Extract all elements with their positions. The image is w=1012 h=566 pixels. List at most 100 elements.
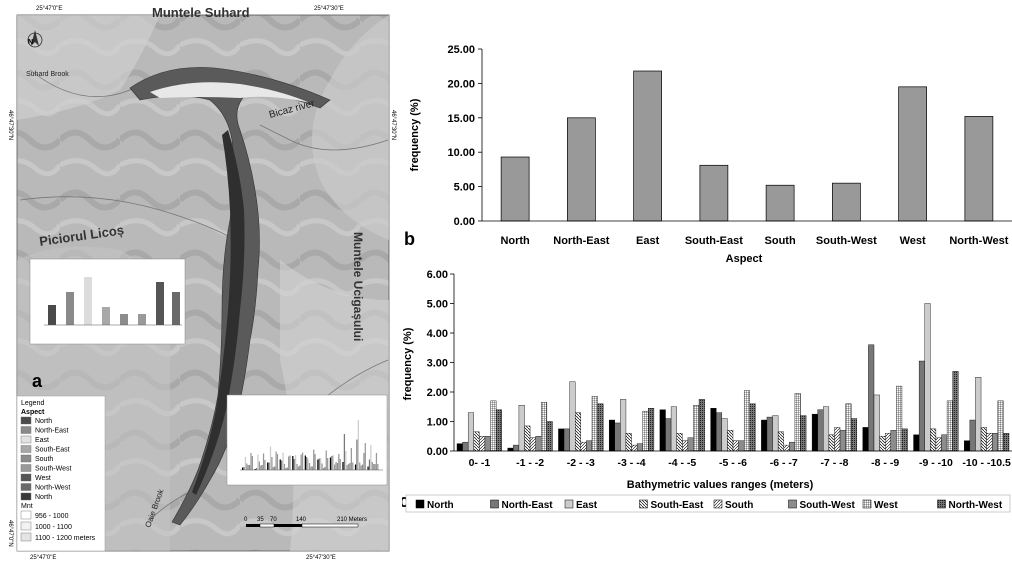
y-tick-label: 0.00 bbox=[427, 446, 448, 458]
bar bbox=[631, 444, 638, 452]
bar bbox=[898, 86, 927, 222]
legend-item-label: South-East bbox=[35, 447, 70, 454]
legend-swatch bbox=[20, 435, 32, 444]
legend-item-label: North-East bbox=[35, 428, 69, 435]
stream-line bbox=[19, 196, 236, 241]
bar bbox=[980, 427, 987, 452]
bar bbox=[823, 406, 830, 452]
legend-entry-label: North-West bbox=[949, 500, 1003, 511]
bar bbox=[964, 116, 994, 222]
bar bbox=[518, 405, 525, 452]
inset-bar bbox=[246, 463, 248, 470]
legend-swatch bbox=[20, 454, 32, 463]
y-tick-label: 5.00 bbox=[454, 182, 475, 194]
bar bbox=[569, 381, 576, 452]
x-tick-label: -9 - -10 bbox=[919, 457, 953, 469]
bar bbox=[924, 303, 931, 452]
bar bbox=[834, 427, 841, 452]
legend-item-label: 1000 - 1100 bbox=[35, 524, 72, 531]
bar bbox=[952, 371, 959, 452]
legend-entry-label: East bbox=[576, 500, 598, 511]
bar bbox=[597, 403, 604, 452]
inset-bar bbox=[257, 454, 259, 470]
bar bbox=[591, 396, 598, 452]
map-svg: 25°47'0"E 25°47'30"E Muntele Suhard Suha… bbox=[7, 5, 396, 561]
inset-bar bbox=[279, 459, 281, 470]
inset-bar bbox=[254, 469, 256, 470]
legend-aspect-title: Aspect bbox=[21, 409, 45, 416]
inset-bar bbox=[352, 462, 354, 470]
bar bbox=[676, 433, 683, 452]
inset-bar bbox=[370, 445, 372, 470]
x-tick-label: South bbox=[765, 235, 796, 247]
bar bbox=[992, 433, 999, 452]
stream-line bbox=[259, 124, 389, 151]
chart-b-svg: 0.00 5.00 10.00 15.00 20.00 25.00 North North-… bbox=[404, 44, 1012, 265]
legend-swatch bbox=[20, 492, 32, 501]
panel-label-c: c bbox=[402, 491, 409, 511]
legend-item-label: West bbox=[35, 475, 51, 482]
bar bbox=[699, 164, 729, 222]
coord-bottom-left: 25°47'0"E bbox=[30, 555, 56, 561]
inset-bar bbox=[274, 466, 276, 470]
chart-c-svg: 0.00 1.00 2.00 3.00 4.00 5.00 6.00 0- -1 -1 - -… bbox=[399, 269, 1012, 513]
bar bbox=[682, 440, 689, 452]
inset-bar bbox=[373, 464, 375, 470]
inset-bar bbox=[242, 467, 244, 470]
bar bbox=[839, 430, 846, 452]
y-axis-label: frequency (%) bbox=[409, 98, 421, 171]
y-tick-label: 6.00 bbox=[427, 269, 448, 281]
bar bbox=[832, 182, 861, 222]
inset-bar bbox=[296, 464, 298, 470]
bar bbox=[473, 431, 480, 452]
bar bbox=[896, 385, 903, 452]
legend-entry-label: North-East bbox=[502, 500, 554, 511]
inset-bar bbox=[322, 468, 325, 470]
lake-shape-inner bbox=[192, 130, 245, 495]
inset-bar bbox=[293, 459, 295, 470]
legend-item-label: North bbox=[35, 418, 52, 425]
legend-swatch bbox=[20, 416, 32, 425]
inset-bar bbox=[307, 459, 309, 470]
bar bbox=[479, 436, 486, 452]
coord-right-top: 46°47'30"N bbox=[390, 110, 396, 140]
legend-entry-label: North bbox=[427, 500, 454, 511]
bar bbox=[884, 433, 891, 452]
bar bbox=[935, 437, 942, 452]
coord-left-bottom: 46°47'0"N bbox=[7, 520, 13, 547]
north-label: N bbox=[28, 39, 33, 46]
bar bbox=[845, 403, 852, 452]
bar bbox=[575, 412, 582, 452]
legend-item-label: 956 - 1000 bbox=[35, 513, 69, 520]
inset-bar bbox=[318, 458, 320, 470]
bar bbox=[495, 409, 502, 452]
inset-bar bbox=[342, 462, 344, 470]
legend-entry-label: South-East bbox=[651, 500, 704, 511]
bar bbox=[890, 430, 897, 452]
legend-item-label: North bbox=[35, 494, 52, 501]
chart-c-legend: North North-East East South-East South South-… bbox=[415, 499, 1003, 511]
legend-entry-label: West bbox=[874, 500, 898, 511]
inset-aspect-bars bbox=[48, 277, 180, 325]
bar bbox=[541, 402, 548, 452]
bar bbox=[930, 428, 937, 452]
bar bbox=[636, 443, 643, 452]
bar bbox=[687, 437, 694, 452]
bar bbox=[975, 377, 982, 452]
legend-swatch bbox=[20, 426, 32, 434]
bar bbox=[698, 399, 705, 452]
bar bbox=[648, 408, 655, 452]
y-axis-label: frequency (%) bbox=[402, 327, 414, 400]
x-tick-label: -8 - -9 bbox=[871, 457, 899, 469]
inset-bar bbox=[335, 462, 337, 470]
bar bbox=[862, 427, 869, 452]
bar bbox=[817, 409, 824, 452]
bar bbox=[777, 431, 784, 452]
bar bbox=[633, 70, 662, 222]
scale-label: 70 bbox=[270, 517, 277, 523]
inset-bar bbox=[300, 454, 302, 470]
inset-bar bbox=[272, 467, 274, 470]
x-tick-label: East bbox=[636, 235, 660, 247]
legend-item-label: North-West bbox=[35, 485, 70, 492]
legend-title: Legend bbox=[21, 400, 44, 407]
